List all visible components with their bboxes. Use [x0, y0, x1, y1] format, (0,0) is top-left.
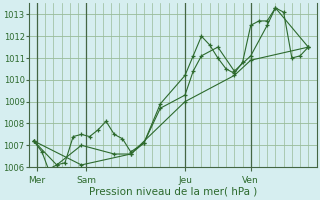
- X-axis label: Pression niveau de la mer( hPa ): Pression niveau de la mer( hPa ): [89, 187, 257, 197]
